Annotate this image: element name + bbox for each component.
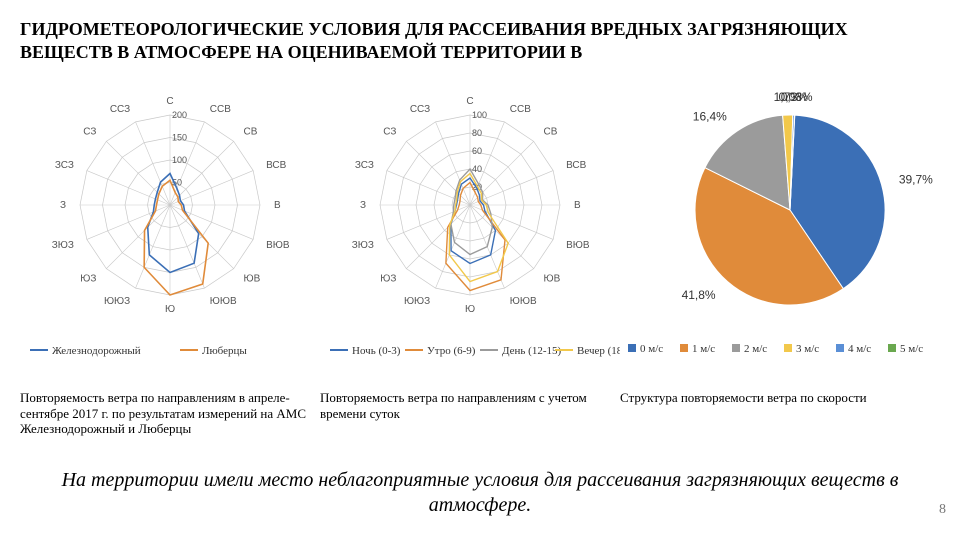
captions-row: Повторяемость ветра по направлениям в ап… bbox=[20, 390, 940, 437]
svg-text:ЗЮЗ: ЗЮЗ bbox=[52, 240, 74, 251]
svg-text:ЗЮЗ: ЗЮЗ bbox=[352, 240, 374, 251]
svg-text:ССВ: ССВ bbox=[210, 104, 231, 115]
svg-text:ВСВ: ВСВ bbox=[566, 160, 587, 171]
svg-text:ССВ: ССВ bbox=[510, 104, 531, 115]
caption-radar1: Повторяемость ветра по направлениям в ап… bbox=[20, 390, 320, 437]
page-title: ГИДРОМЕТЕОРОЛОГИЧЕСКИЕ УСЛОВИЯ ДЛЯ РАССЕ… bbox=[20, 18, 940, 63]
svg-text:Люберцы: Люберцы bbox=[202, 345, 247, 357]
charts-row: СССВСВВСВВВЮВЮВЮЮВЮЮЮЗЮЗЗЮЗЗЗСЗСЗССЗ5010… bbox=[20, 80, 940, 380]
svg-text:200: 200 bbox=[172, 110, 187, 120]
svg-text:3 м/с: 3 м/с bbox=[796, 343, 819, 355]
svg-text:5 м/с: 5 м/с bbox=[900, 343, 923, 355]
svg-text:СЗ: СЗ bbox=[383, 126, 396, 137]
svg-text:В: В bbox=[274, 200, 281, 211]
svg-text:100: 100 bbox=[472, 110, 487, 120]
svg-text:39,7%: 39,7% bbox=[899, 173, 933, 187]
svg-text:80: 80 bbox=[472, 128, 482, 138]
summary-text: На территории имели место неблагоприятны… bbox=[40, 468, 920, 518]
svg-text:ЮЗ: ЮЗ bbox=[380, 274, 396, 285]
svg-text:СВ: СВ bbox=[544, 126, 558, 137]
svg-text:1 м/с: 1 м/с bbox=[692, 343, 715, 355]
svg-text:Ю: Ю bbox=[465, 304, 475, 315]
svg-text:16,4%: 16,4% bbox=[693, 109, 727, 123]
svg-text:Вечер (18-21): Вечер (18-21) bbox=[577, 345, 620, 357]
slide: ГИДРОМЕТЕОРОЛОГИЧЕСКИЕ УСЛОВИЯ ДЛЯ РАССЕ… bbox=[0, 0, 960, 540]
svg-text:ВЮВ: ВЮВ bbox=[566, 240, 590, 251]
svg-text:СВ: СВ bbox=[244, 126, 258, 137]
caption-pie: Структура повторяемости ветра по скорост… bbox=[620, 390, 930, 437]
svg-text:Железнодорожный: Железнодорожный bbox=[52, 345, 141, 357]
svg-text:ЮЮВ: ЮЮВ bbox=[210, 296, 237, 307]
svg-text:ЮЗ: ЮЗ bbox=[80, 274, 96, 285]
page-number: 8 bbox=[939, 502, 946, 518]
svg-text:ЮВ: ЮВ bbox=[544, 274, 561, 285]
svg-text:ЮЮЗ: ЮЮЗ bbox=[104, 296, 130, 307]
svg-text:ВСВ: ВСВ bbox=[266, 160, 287, 171]
svg-text:Ночь (0-3): Ночь (0-3) bbox=[352, 345, 401, 357]
svg-text:СЗ: СЗ bbox=[83, 126, 96, 137]
svg-text:41,8%: 41,8% bbox=[682, 288, 716, 302]
svg-text:С: С bbox=[166, 96, 173, 107]
svg-text:Ю: Ю bbox=[165, 304, 175, 315]
svg-text:0,03%: 0,03% bbox=[779, 90, 813, 104]
svg-text:День (12-15): День (12-15) bbox=[502, 345, 561, 357]
svg-text:Утро (6-9): Утро (6-9) bbox=[427, 345, 476, 357]
svg-text:ССЗ: ССЗ bbox=[110, 104, 130, 115]
svg-text:ЗСЗ: ЗСЗ bbox=[55, 160, 74, 171]
svg-text:З: З bbox=[360, 200, 366, 211]
svg-text:З: З bbox=[60, 200, 66, 211]
svg-text:4 м/с: 4 м/с bbox=[848, 343, 871, 355]
svg-text:40: 40 bbox=[472, 164, 482, 174]
svg-text:ССЗ: ССЗ bbox=[410, 104, 430, 115]
svg-text:ВЮВ: ВЮВ bbox=[266, 240, 290, 251]
svg-text:0 м/с: 0 м/с bbox=[640, 343, 663, 355]
svg-text:С: С bbox=[466, 96, 473, 107]
svg-text:ЗСЗ: ЗСЗ bbox=[355, 160, 374, 171]
radar-chart-1: СССВСВВСВВВЮВЮВЮЮВЮЮЮЗЮЗЗЮЗЗЗСЗСЗССЗ5010… bbox=[20, 80, 320, 380]
svg-text:60: 60 bbox=[472, 146, 482, 156]
svg-text:ЮЮЗ: ЮЮЗ bbox=[404, 296, 430, 307]
pie-chart: 39,7%41,8%16,4%1,7%0,3%0,03%0 м/с1 м/с2 … bbox=[620, 80, 940, 380]
svg-text:100: 100 bbox=[172, 155, 187, 165]
svg-text:150: 150 bbox=[172, 133, 187, 143]
caption-radar2: Повторяемость ветра по направлениям с уч… bbox=[320, 390, 620, 437]
svg-text:ЮЮВ: ЮЮВ bbox=[510, 296, 537, 307]
svg-text:2 м/с: 2 м/с bbox=[744, 343, 767, 355]
svg-text:ЮВ: ЮВ bbox=[244, 274, 261, 285]
svg-text:В: В bbox=[574, 200, 581, 211]
radar-chart-2: СССВСВВСВВВЮВЮВЮЮВЮЮЮЗЮЗЗЮЗЗЗСЗСЗССЗ2040… bbox=[320, 80, 620, 380]
